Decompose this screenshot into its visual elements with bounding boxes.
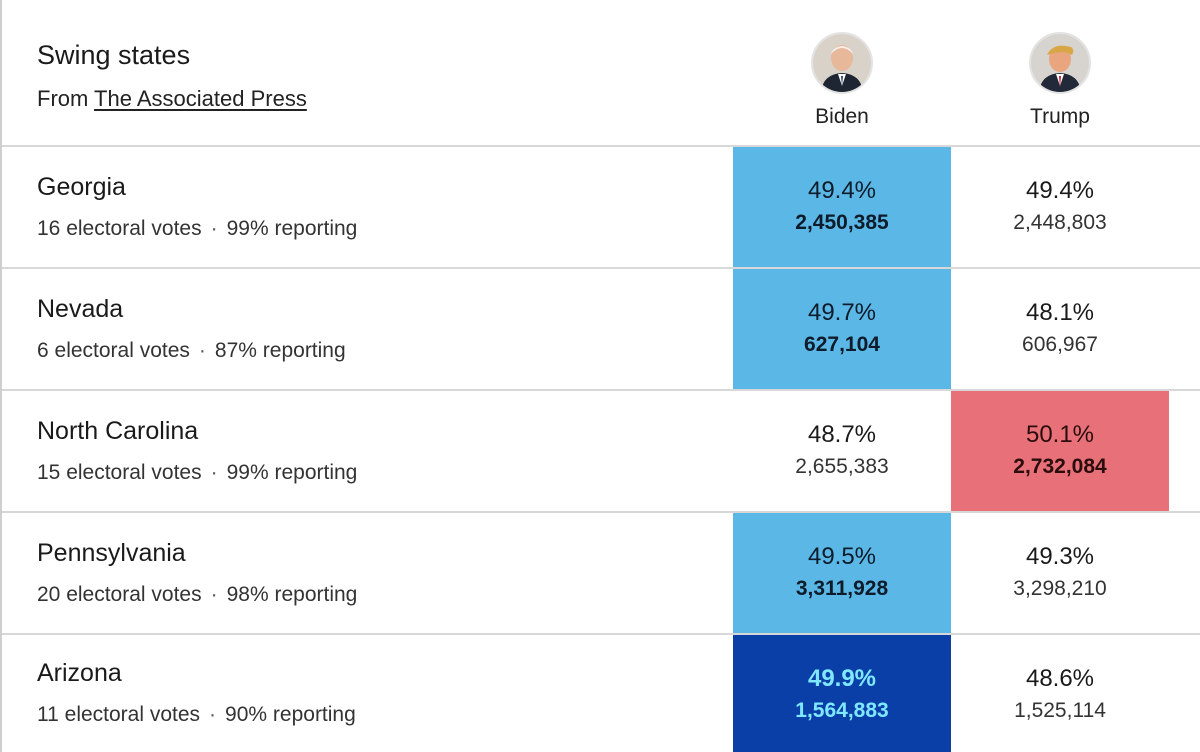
state-meta: 20 electoral votes · 98% reporting <box>37 583 358 606</box>
vote-count: 2,450,385 <box>795 211 889 234</box>
vote-count: 3,298,210 <box>1013 577 1107 600</box>
state-meta: 16 electoral votes · 99% reporting <box>37 217 358 240</box>
biden-result: 49.4% 2,450,385 <box>733 147 951 267</box>
state-row-pennsylvania[interactable]: Pennsylvania 20 electoral votes · 98% repo… <box>2 513 1200 635</box>
candidate-name-biden: Biden <box>815 105 869 128</box>
vote-count: 3,311,928 <box>795 577 889 600</box>
biden-avatar <box>811 32 873 94</box>
state-row-north-carolina[interactable]: North Carolina 15 electoral votes · 99% re… <box>2 391 1200 513</box>
reporting-status: 90% reporting <box>225 703 356 726</box>
state-name: North Carolina <box>37 417 199 445</box>
state-name: Nevada <box>37 295 124 323</box>
state-name: Georgia <box>37 173 126 201</box>
trump-result: 49.3% 3,298,210 <box>951 513 1169 633</box>
candidate-name-trump: Trump <box>1030 105 1090 128</box>
trump-result: 49.4% 2,448,803 <box>951 147 1169 267</box>
state-name: Arizona <box>37 659 122 687</box>
state-meta: 11 electoral votes · 90% reporting <box>37 703 356 726</box>
electoral-votes: 16 electoral votes <box>37 217 202 240</box>
state-meta: 15 electoral votes · 99% reporting <box>37 461 358 484</box>
state-row-georgia[interactable]: Georgia 16 electoral votes · 99% reporting… <box>2 147 1200 269</box>
electoral-votes: 20 electoral votes <box>37 583 202 606</box>
source-link[interactable]: The Associated Press <box>94 86 307 111</box>
state-name: Pennsylvania <box>37 539 186 567</box>
trump-result: 50.1% 2,732,084 <box>951 391 1169 511</box>
electoral-votes: 15 electoral votes <box>37 461 202 484</box>
candidate-header-biden: Biden <box>733 32 951 129</box>
vote-percentage: 49.9% <box>807 665 877 692</box>
electoral-votes: 11 electoral votes <box>37 703 201 726</box>
trump-result: 48.1% 606,967 <box>951 269 1169 389</box>
reporting-status: 99% reporting <box>226 461 358 484</box>
reporting-status: 99% reporting <box>226 217 358 240</box>
biden-result: 48.7% 2,655,383 <box>733 391 951 511</box>
vote-count: 2,732,084 <box>1013 455 1107 478</box>
vote-percentage: 48.7% <box>807 421 877 448</box>
trump-result: 48.6% 1,525,114 <box>951 635 1169 752</box>
table-header: Swing states From The Associated Press B… <box>2 0 1200 147</box>
vote-percentage: 49.4% <box>807 177 877 204</box>
state-row-nevada[interactable]: Nevada 6 electoral votes · 87% reporting 4… <box>2 269 1200 391</box>
state-row-arizona[interactable]: Arizona 11 electoral votes · 90% reporting… <box>2 635 1200 752</box>
vote-count: 606,967 <box>1022 333 1098 356</box>
vote-count: 2,655,383 <box>795 455 889 478</box>
vote-percentage: 48.1% <box>1025 299 1095 326</box>
vote-percentage: 49.5% <box>807 543 877 570</box>
electoral-votes: 6 electoral votes <box>37 339 190 362</box>
vote-count: 2,448,803 <box>1013 211 1107 234</box>
vote-percentage: 49.7% <box>807 299 877 326</box>
vote-count: 627,104 <box>804 333 880 356</box>
vote-count: 1,525,114 <box>1014 699 1106 722</box>
biden-result: 49.5% 3,311,928 <box>733 513 951 633</box>
vote-percentage: 49.3% <box>1025 543 1095 570</box>
source-prefix: From <box>37 86 89 111</box>
reporting-status: 87% reporting <box>214 339 346 362</box>
vote-percentage: 48.6% <box>1025 665 1095 692</box>
vote-count: 1,564,883 <box>795 699 889 722</box>
source-line: From The Associated Press <box>37 86 307 112</box>
biden-result: 49.7% 627,104 <box>733 269 951 389</box>
state-meta: 6 electoral votes · 87% reporting <box>37 339 346 362</box>
reporting-status: 98% reporting <box>226 583 358 606</box>
biden-result: 49.9% 1,564,883 <box>733 635 951 752</box>
vote-percentage: 50.1% <box>1025 421 1095 448</box>
widget-title: Swing states <box>37 40 191 70</box>
trump-avatar <box>1029 32 1091 94</box>
candidate-header-trump: Trump <box>951 32 1169 129</box>
vote-percentage: 49.4% <box>1025 177 1095 204</box>
